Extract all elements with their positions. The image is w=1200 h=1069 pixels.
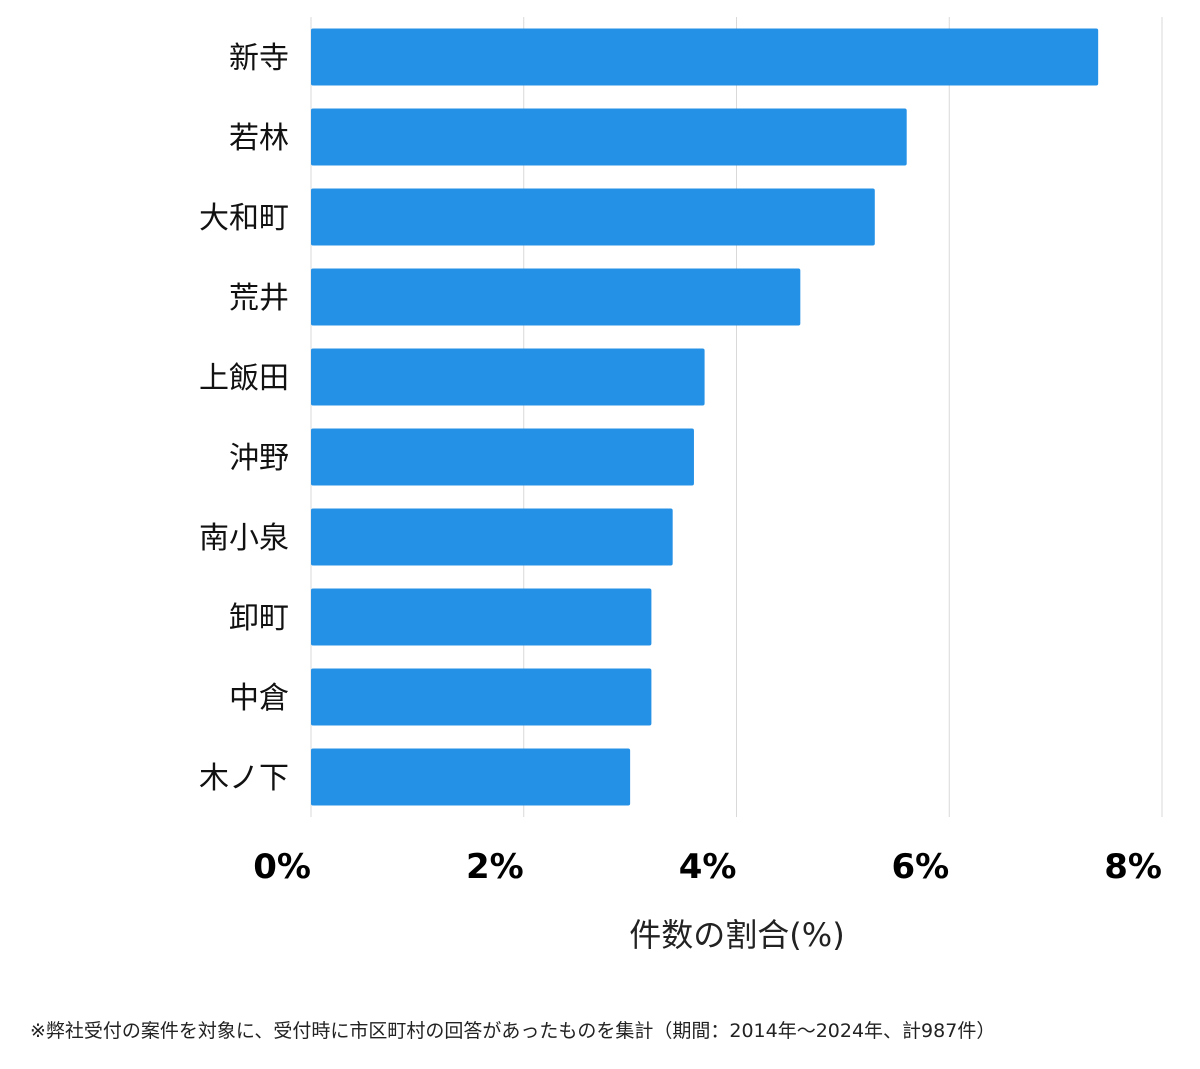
category-label: 沖野 (229, 441, 289, 476)
bar (311, 428, 694, 486)
bars (311, 28, 1099, 806)
x-tick-label: 4% (679, 847, 737, 887)
x-tick-label: 8% (1104, 847, 1162, 887)
x-tick-labels: 0% 2% 4% 6% 8% (253, 847, 1162, 887)
x-axis-title: 件数の割合(%) (629, 916, 844, 954)
bar (311, 28, 1099, 86)
category-label: 荒井 (229, 281, 289, 316)
category-label: 中倉 (229, 681, 289, 716)
bar (311, 348, 705, 406)
bar (311, 588, 652, 646)
category-label: 卸町 (229, 601, 289, 636)
x-tick-label: 0% (253, 847, 311, 887)
category-label: 新寺 (229, 41, 289, 76)
bar (311, 188, 875, 246)
bar (311, 668, 652, 726)
category-label: 木ノ下 (199, 761, 289, 796)
category-label: 上飯田 (199, 361, 289, 396)
bar (311, 268, 801, 326)
x-tick-label: 2% (466, 847, 524, 887)
footnote: ※弊社受付の案件を対象に、受付時に市区町村の回答があったものを集計（期間：201… (30, 1020, 996, 1042)
category-label: 大和町 (199, 201, 289, 236)
bar (311, 508, 673, 566)
category-label: 南小泉 (199, 521, 289, 556)
bar (311, 108, 907, 166)
category-label: 若林 (229, 121, 289, 156)
x-tick-label: 6% (892, 847, 950, 887)
bar (311, 748, 631, 806)
